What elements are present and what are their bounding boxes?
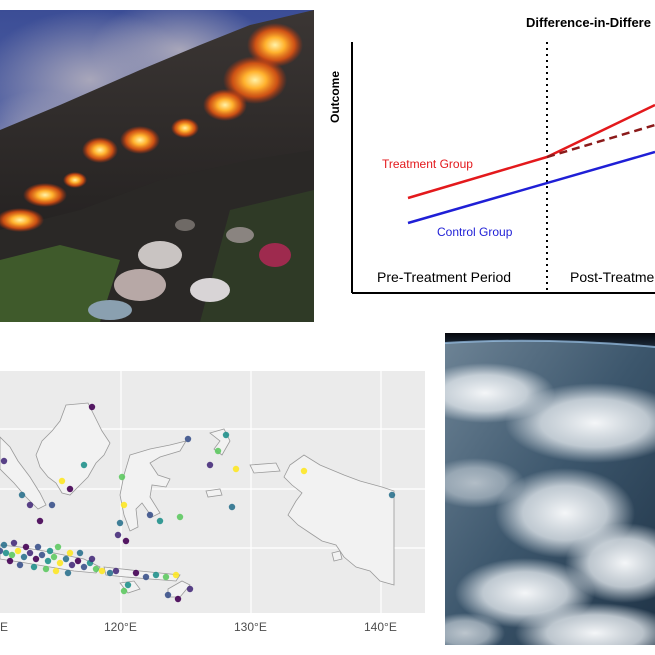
hotspot-point [98, 567, 106, 575]
sumatra-island [0, 436, 47, 510]
hotspot-point [76, 549, 84, 557]
new-guinea-island [283, 454, 395, 586]
hotspot-point [34, 543, 42, 551]
hotspot-point [18, 491, 26, 499]
hotspot-points [0, 403, 396, 603]
hotspot-point [20, 553, 28, 561]
hotspot-point [14, 547, 22, 555]
hotspot-point [56, 559, 64, 567]
hotspot-point [206, 461, 214, 469]
x-tick-label: 120°E [104, 620, 137, 634]
hotspot-point [62, 555, 70, 563]
seram-island [249, 462, 281, 474]
control-group-label: Control Group [437, 225, 513, 239]
hotspot-point [44, 557, 52, 565]
hotspot-point [388, 491, 396, 499]
hotspot-point [0, 547, 4, 555]
hotspot-point [58, 477, 66, 485]
hotspot-point [172, 571, 180, 579]
hotspot-point [38, 551, 46, 559]
hotspot-point [8, 551, 16, 559]
hotspot-point [300, 467, 308, 475]
hotspot-point [106, 569, 114, 577]
hotspot-point [88, 403, 96, 411]
hotspot-point [52, 567, 60, 575]
hotspot-point [50, 553, 58, 561]
hotspot-point [74, 557, 82, 565]
treatment-group-post-line [546, 103, 655, 159]
aru-islands [331, 550, 343, 562]
hotspot-point [48, 501, 56, 509]
maluku-islands [205, 488, 223, 498]
hotspot-point [118, 473, 126, 481]
borneo-island [35, 402, 111, 496]
x-tick-label: 140°E [364, 620, 397, 634]
hotspot-point [46, 547, 54, 555]
hotspot-point [54, 543, 62, 551]
hotspot-point [68, 561, 76, 569]
hotspot-point [42, 565, 50, 573]
hotspot-point [124, 581, 132, 589]
x-tick-label: E [0, 620, 8, 634]
hotspot-point [6, 557, 14, 565]
post-period-label: Post-Treatme [570, 269, 654, 285]
hotspot-point [120, 501, 128, 509]
treatment-group-line [407, 155, 548, 200]
hotspot-point [22, 543, 30, 551]
hotspot-point [114, 531, 122, 539]
hotspot-point [116, 519, 124, 527]
treatment-group-label: Treatment Group [382, 157, 473, 171]
hotspot-point [64, 569, 72, 577]
diagram-title: Difference-in-Differe [526, 15, 651, 30]
hotspot-point [16, 561, 24, 569]
hotspot-point [26, 549, 34, 557]
indonesia-map: E 120°E 130°E 140°E [0, 345, 432, 655]
hotspot-point [232, 465, 240, 473]
hotspot-point [80, 461, 88, 469]
control-group-line [407, 150, 655, 225]
hotspot-point [0, 457, 8, 465]
x-tick-label: 130°E [234, 620, 267, 634]
lesser-sunda-islands [103, 566, 181, 582]
earth-from-space-photo [445, 333, 655, 645]
counterfactual-line [546, 123, 655, 159]
hotspot-point [80, 563, 88, 571]
hotspot-point [176, 513, 184, 521]
landfill-fire-image [0, 10, 314, 322]
hotspot-point [152, 571, 160, 579]
pre-period-label: Pre-Treatment Period [377, 269, 511, 285]
hotspot-point [122, 537, 130, 545]
hotspot-point [2, 549, 10, 557]
hotspot-point [146, 511, 154, 519]
hotspot-point [112, 567, 120, 575]
hotspot-point [142, 573, 150, 581]
hotspot-point [66, 549, 74, 557]
map-x-tick-labels: E 120°E 130°E 140°E [0, 620, 397, 634]
hotspot-point [66, 485, 74, 493]
hotspot-point [164, 591, 172, 599]
hotspot-point [120, 587, 128, 595]
earth-orbit-image [445, 333, 655, 645]
hotspot-point [92, 565, 100, 573]
hotspot-point [132, 569, 140, 577]
hotspot-point [214, 447, 222, 455]
y-axis-label: Outcome [328, 71, 342, 123]
hotspot-point [228, 503, 236, 511]
hotspot-point [184, 435, 192, 443]
hotspot-point [10, 539, 18, 547]
hotspot-point [186, 585, 194, 593]
sulawesi-island [119, 440, 187, 532]
hotspot-point [26, 501, 34, 509]
hotspot-point [174, 595, 182, 603]
hotspot-point [88, 555, 96, 563]
hotspot-point [162, 573, 170, 581]
hotspot-point [222, 431, 230, 439]
landfill-fire-photo [0, 10, 314, 322]
hotspot-point [156, 517, 164, 525]
hotspot-point [36, 517, 44, 525]
hotspot-point [32, 555, 40, 563]
difference-in-differences-diagram: Difference-in-Differe Outcome Treatment … [318, 0, 655, 310]
hotspot-point [0, 541, 8, 549]
hotspot-point [30, 563, 38, 571]
